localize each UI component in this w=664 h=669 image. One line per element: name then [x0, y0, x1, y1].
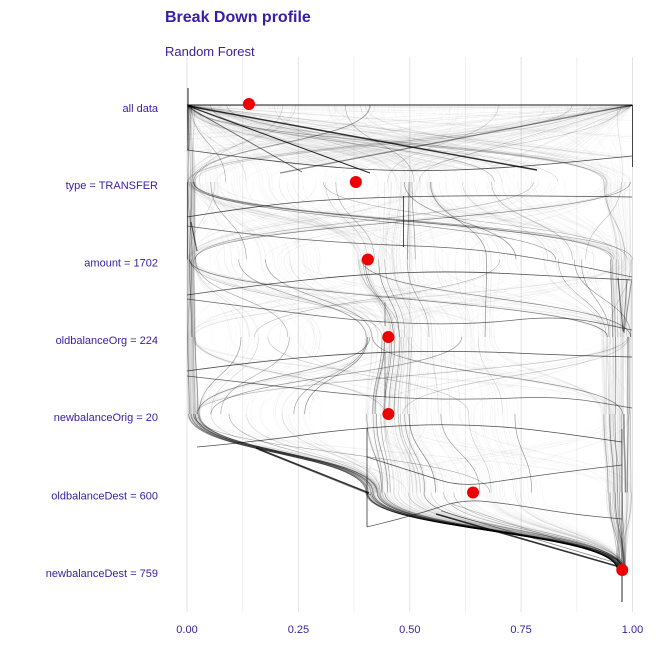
x-tick-label: 0.50: [399, 624, 420, 636]
mean-dot: [382, 331, 395, 343]
mean-dot: [616, 564, 629, 576]
stage-label: amount = 1702: [84, 258, 158, 270]
stage-label: oldbalanceOrg = 224: [56, 335, 158, 347]
x-tick-label: 1.00: [622, 624, 643, 636]
x-tick-label: 0.75: [510, 624, 531, 636]
stage-label: all data: [123, 103, 159, 115]
mean-dot: [349, 176, 362, 188]
mean-dot: [467, 486, 480, 499]
chart-subtitle: Random Forest: [165, 44, 255, 59]
mean-dot: [382, 408, 395, 420]
mean-dots: [242, 98, 629, 576]
stage-label: newbalanceDest = 759: [46, 568, 158, 580]
profile-lines: [186, 88, 633, 602]
chart-title: Break Down profile: [165, 9, 311, 26]
stage-label: newbalanceOrig = 20: [54, 412, 158, 424]
mean-dot: [242, 98, 255, 110]
x-axis-tick-labels: 0.00 0.25 0.50 0.75 1.00: [176, 624, 643, 636]
stage-label: oldbalanceDest = 600: [51, 491, 158, 503]
stage-labels: all data type = TRANSFER amount = 1702 o…: [46, 103, 159, 580]
x-tick-label: 0.25: [288, 624, 309, 636]
x-tick-label: 0.00: [176, 624, 197, 636]
mean-dot: [361, 253, 374, 266]
stage-label: type = TRANSFER: [66, 180, 158, 192]
